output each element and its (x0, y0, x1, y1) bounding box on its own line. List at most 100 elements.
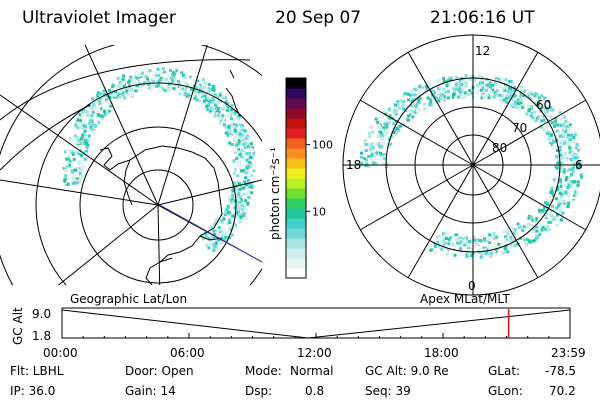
aurora-pixel (407, 98, 411, 102)
aurora-pixel (570, 158, 574, 162)
aurora-pixel (196, 84, 200, 88)
aurora-pixel (215, 110, 219, 113)
aurora-pixel (250, 191, 254, 195)
aurora-pixel (142, 73, 146, 77)
aurora-pixel (487, 245, 491, 248)
aurora-pixel (578, 165, 582, 169)
aurora-pixel (90, 127, 94, 131)
aurora-pixel (84, 133, 88, 137)
aurora-pixel (139, 84, 143, 88)
aurora-pixel (70, 150, 74, 154)
aurora-pixel (91, 116, 95, 120)
aurora-pixel (435, 238, 438, 242)
aurora-pixel (231, 195, 235, 199)
aurora-pixel (521, 88, 525, 91)
aurora-pixel (469, 237, 473, 241)
aurora-pixel (458, 79, 462, 83)
aurora-pixel (137, 78, 141, 82)
aurora-pixel (410, 93, 414, 97)
aurora-pixel (470, 91, 474, 95)
aurora-pixel (424, 85, 428, 89)
aurora-pixel (559, 188, 563, 192)
aurora-pixel (459, 90, 463, 94)
aurora-pixel (442, 235, 446, 239)
aurora-pixel (201, 91, 205, 95)
aurora-pixel (487, 96, 491, 100)
aurora-pixel (455, 82, 459, 86)
aurora-pixel (217, 220, 221, 224)
aurora-pixel (209, 242, 213, 246)
mlat-label-60: 60 (536, 98, 551, 112)
aurora-pixel (543, 206, 546, 210)
aurora-pixel (473, 238, 477, 242)
aurora-pixel (550, 139, 554, 143)
aurora-pixel (232, 171, 236, 175)
aurora-pixel (509, 235, 513, 239)
aurora-pixel (205, 234, 209, 238)
aurora-pixel (501, 79, 505, 83)
aurora-pixel (72, 174, 75, 178)
right-map-caption: Apex MLat/MLT (420, 292, 510, 306)
aurora-pixel (83, 125, 87, 129)
aurora-pixel (252, 155, 255, 159)
aurora-pixel (235, 187, 239, 191)
aurora-pixel (439, 86, 442, 90)
aurora-pixel (437, 99, 441, 103)
aurora-pixel (430, 88, 434, 92)
aurora-pixel (436, 235, 440, 239)
aurora-pixel (235, 142, 239, 146)
aurora-pixel (566, 203, 570, 207)
aurora-pixel (166, 88, 170, 92)
aurora-pixel (239, 194, 243, 198)
aurora-pixel (81, 113, 84, 117)
aurora-pixel (540, 106, 543, 110)
aurora-pixel (463, 236, 467, 240)
aurora-pixel (558, 202, 562, 206)
aurora-pixel (484, 251, 488, 255)
aurora-pixel (416, 100, 420, 104)
aurora-pixel (518, 226, 522, 230)
aurora-pixel (185, 82, 189, 86)
aurora-pixel (443, 233, 447, 237)
aurora-pixel (520, 224, 524, 228)
aurora-pixel (559, 138, 563, 142)
aurora-pixel (550, 185, 554, 189)
aurora-pixel (66, 154, 70, 158)
aurora-pixel (169, 81, 173, 85)
aurora-pixel (459, 240, 463, 244)
aurora-pixel (439, 234, 443, 238)
aurora-pixel (556, 160, 560, 164)
aurora-pixel (579, 168, 583, 172)
aurora-pixel (519, 86, 523, 90)
aurora-pixel (564, 119, 568, 123)
aurora-pixel (430, 104, 433, 107)
aurora-pixel (211, 84, 215, 88)
aurora-pixel (576, 166, 579, 170)
aurora-pixel (387, 108, 391, 112)
aurora-pixel (559, 178, 562, 182)
aurora-pixel (385, 110, 388, 114)
aurora-pixel (571, 150, 575, 154)
aurora-pixel (146, 79, 150, 83)
aurora-pixel (547, 228, 551, 231)
aurora-pixel (510, 92, 514, 96)
aurora-pixel (495, 89, 499, 93)
aurora-pixel (463, 91, 467, 95)
aurora-pixel (564, 178, 568, 182)
aurora-pixel (567, 166, 571, 170)
magnetic-polar-plot: 12 18 6 0 60 70 80 (342, 34, 600, 296)
aurora-pixel (453, 253, 457, 257)
aurora-pixel (96, 93, 99, 97)
seq-info: Seq: 39 (365, 384, 411, 398)
aurora-pixel (423, 102, 426, 106)
mlat-label-70: 70 (512, 121, 527, 135)
aurora-pixel (108, 88, 111, 92)
aurora-pixel (447, 79, 451, 83)
aurora-pixel (96, 108, 100, 112)
aurora-pixel (529, 114, 533, 118)
colorbar-segment (286, 158, 306, 169)
aurora-pixel (230, 104, 234, 107)
aurora-pixel (535, 225, 539, 229)
aurora-pixel (455, 237, 458, 241)
aurora-pixel (408, 110, 412, 114)
